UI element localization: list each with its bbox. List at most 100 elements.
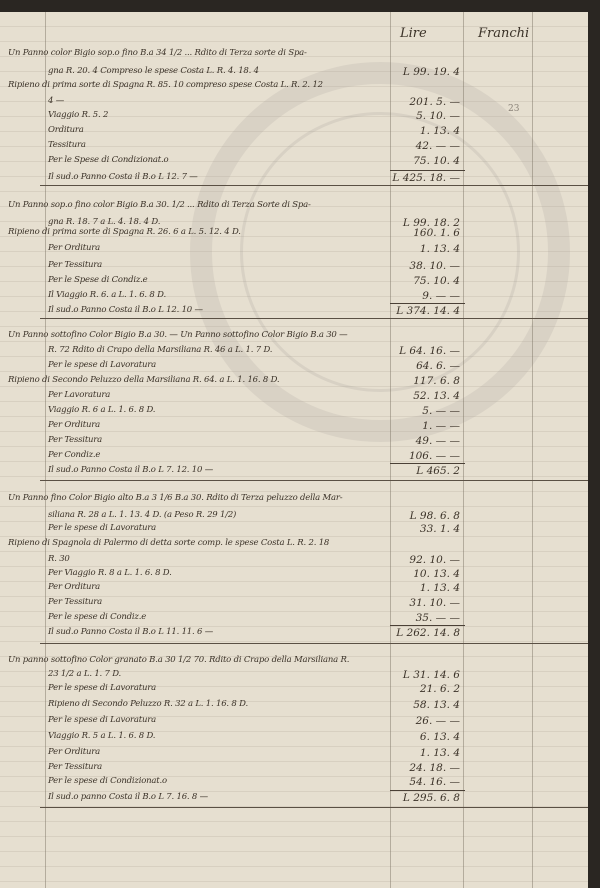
lire-header: Lire: [400, 26, 427, 41]
entry-text: Viaggio R. 6 a L. 1. 6. 8 D.: [48, 405, 156, 415]
section-divider: [40, 185, 588, 186]
entry-text: Il Viaggio R. 6. a L. 1. 6. 8 D.: [48, 290, 166, 300]
entry-amount: 1. — —: [422, 420, 460, 432]
entry-text: Il sud.o Panno Costa il B.o L 7. 12. 10 …: [48, 465, 214, 475]
entry-total: L 425. 18. —: [392, 172, 460, 184]
entry-amount: 54. 16. —: [409, 776, 460, 788]
entry-text: Per le spese di Condizionat.o: [48, 776, 167, 786]
entry-text: Viaggio R. 5 a L. 1. 6. 8 D.: [48, 731, 156, 741]
entry-amount: 49. — —: [415, 435, 460, 447]
entry-amount: 38. 10. —: [409, 260, 460, 272]
section-divider: [40, 643, 588, 644]
entry-amount: 35. — —: [415, 612, 460, 624]
entry-text: Ripieno di Spagnola di Palermo di detta …: [8, 538, 330, 548]
entry-text: Per Orditura: [48, 243, 100, 253]
entry-text: gna R. 18. 7 a L. 4. 18. 4 D.: [48, 217, 161, 227]
entry-amount: 75. 10. 4: [413, 155, 460, 167]
entry-total: L 465. 2: [416, 465, 460, 477]
entry-text: 4 —: [48, 96, 65, 106]
entry-amount: 6. 13. 4: [419, 731, 460, 743]
entry-total: L 374. 14. 4: [396, 305, 460, 317]
entry-amount: 21. 6. 2: [419, 683, 460, 695]
entry-text: Per le spese di Lavoratura: [48, 360, 156, 370]
entry-text: Per Orditura: [48, 582, 100, 592]
entry-amount: L 31. 14. 6: [402, 669, 460, 681]
entry-amount: 9. — —: [422, 290, 460, 302]
total-rule: [390, 625, 465, 626]
seal-inner-ring: [240, 112, 520, 392]
manuscript-page: Lire Franchi 23 Un Panno color Bigio sop…: [0, 12, 588, 888]
entry-text: Per Tessitura: [48, 762, 103, 772]
entry-total: L 262. 14. 8: [396, 627, 460, 639]
page-number: 23: [508, 104, 520, 114]
entry-amount: L 99. 18. 2: [402, 217, 460, 229]
entry-amount: 1. 13. 4: [419, 243, 460, 255]
entry-text: Il sud.o Panno Costa il B.o L 11. 11. 6 …: [48, 627, 214, 637]
entry-amount: 106. — —: [408, 450, 460, 462]
total-rule: [390, 170, 465, 171]
section-divider: [40, 807, 588, 808]
entry-amount: 42. — —: [415, 140, 460, 152]
entry-amount: L 98. 6. 8: [409, 510, 460, 522]
entry-text: Ripieno di Secondo Peluzzo della Marsili…: [8, 375, 280, 385]
entry-amount: L 64. 16. —: [399, 345, 460, 357]
right-column-rule: [532, 12, 533, 888]
entry-amount: 33. 1. 4: [419, 523, 460, 535]
entry-amount: 5. 10. —: [416, 110, 460, 122]
entry-amount: 117. 6. 8: [413, 375, 460, 387]
entry-text: R. 72 Rdito di Crapo della Marsiliana R.…: [48, 345, 273, 355]
entry-text: Per Orditura: [48, 747, 100, 757]
entry-text: Viaggio R. 5. 2: [48, 110, 109, 120]
entry-text: Un panno sottofino Color granato B.a 30 …: [8, 655, 350, 665]
entry-text: Il sud.o Panno Costa il B.o L 12. 7 —: [48, 172, 198, 182]
entry-amount: 75. 10. 4: [413, 275, 460, 287]
entry-text: Ripieno di prima sorte di Spagna R. 85. …: [8, 80, 323, 90]
entry-amount: 201. 5. —: [409, 96, 460, 108]
entry-text: gna R. 20. 4 Compreso le spese Costa L. …: [48, 66, 259, 76]
entry-text: Per le spese di Condiz.e: [48, 612, 147, 622]
entry-text: Un Panno fino Color Bigio alto B.a 3 1/6…: [8, 493, 343, 503]
entry-amount: 31. 10. —: [409, 597, 460, 609]
entry-text: Ripieno di prima sorte di Spagna R. 26. …: [8, 227, 241, 237]
margin-rule: [45, 12, 46, 888]
entry-amount: 52. 13. 4: [413, 390, 460, 402]
entry-text: Un Panno sottofino Color Bigio B.a 30. —…: [8, 330, 348, 340]
entry-amount: 26. — —: [415, 715, 460, 727]
total-rule: [390, 303, 465, 304]
entry-text: Per Lavoratura: [48, 390, 111, 400]
franchi-header: Franchi: [478, 26, 530, 41]
entry-text: Il sud.o panno Costa il B.o L 7. 16. 8 —: [48, 792, 208, 802]
entry-text: R. 30: [48, 554, 70, 564]
entry-amount: 160. 1. 6: [413, 227, 460, 239]
entry-text: Per Orditura: [48, 420, 100, 430]
entry-text: Orditura: [48, 125, 84, 135]
entry-text: Per le Spese di Condizionat.o: [48, 155, 169, 165]
entry-text: Un Panno sop.o fino color Bigio B.a 30. …: [8, 200, 311, 210]
lire-column-rule: [390, 12, 391, 888]
entry-text: Un Panno color Bigio sop.o fino B.a 34 1…: [8, 48, 307, 58]
entry-amount: 10. 13. 4: [413, 568, 460, 580]
entry-text: Per le spese di Lavoratura: [48, 715, 156, 725]
entry-amount: 1. 13. 4: [419, 747, 460, 759]
entry-text: Per Tessitura: [48, 597, 103, 607]
entry-amount: L 99. 19. 4: [402, 66, 460, 78]
entry-text: Per le Spese di Condiz.e: [48, 275, 148, 285]
entry-text: Per Tessitura: [48, 260, 103, 270]
entry-amount: 1. 13. 4: [419, 582, 460, 594]
entry-amount: 1. 13. 4: [419, 125, 460, 137]
total-rule: [390, 790, 465, 791]
entry-text: Per Condiz.e: [48, 450, 101, 460]
entry-text: Per le spese di Lavoratura: [48, 523, 156, 533]
entry-text: 23 1/2 a L. 1. 7 D.: [48, 669, 122, 679]
entry-amount: 92. 10. —: [409, 554, 460, 566]
entry-total: L 295. 6. 8: [402, 792, 460, 804]
entry-amount: 58. 13. 4: [413, 699, 460, 711]
entry-text: Il sud.o Panno Costa il B.o L 12. 10 —: [48, 305, 203, 315]
franchi-column-rule: [463, 12, 464, 888]
entry-text: Tessitura: [48, 140, 86, 150]
total-rule: [390, 463, 465, 464]
section-divider: [40, 480, 588, 481]
entry-text: Per Viaggio R. 8 a L. 1. 6. 8 D.: [48, 568, 172, 578]
entry-text: siliana R. 28 a L. 1. 13. 4 D. (a Peso R…: [48, 510, 237, 520]
section-divider: [40, 318, 588, 319]
